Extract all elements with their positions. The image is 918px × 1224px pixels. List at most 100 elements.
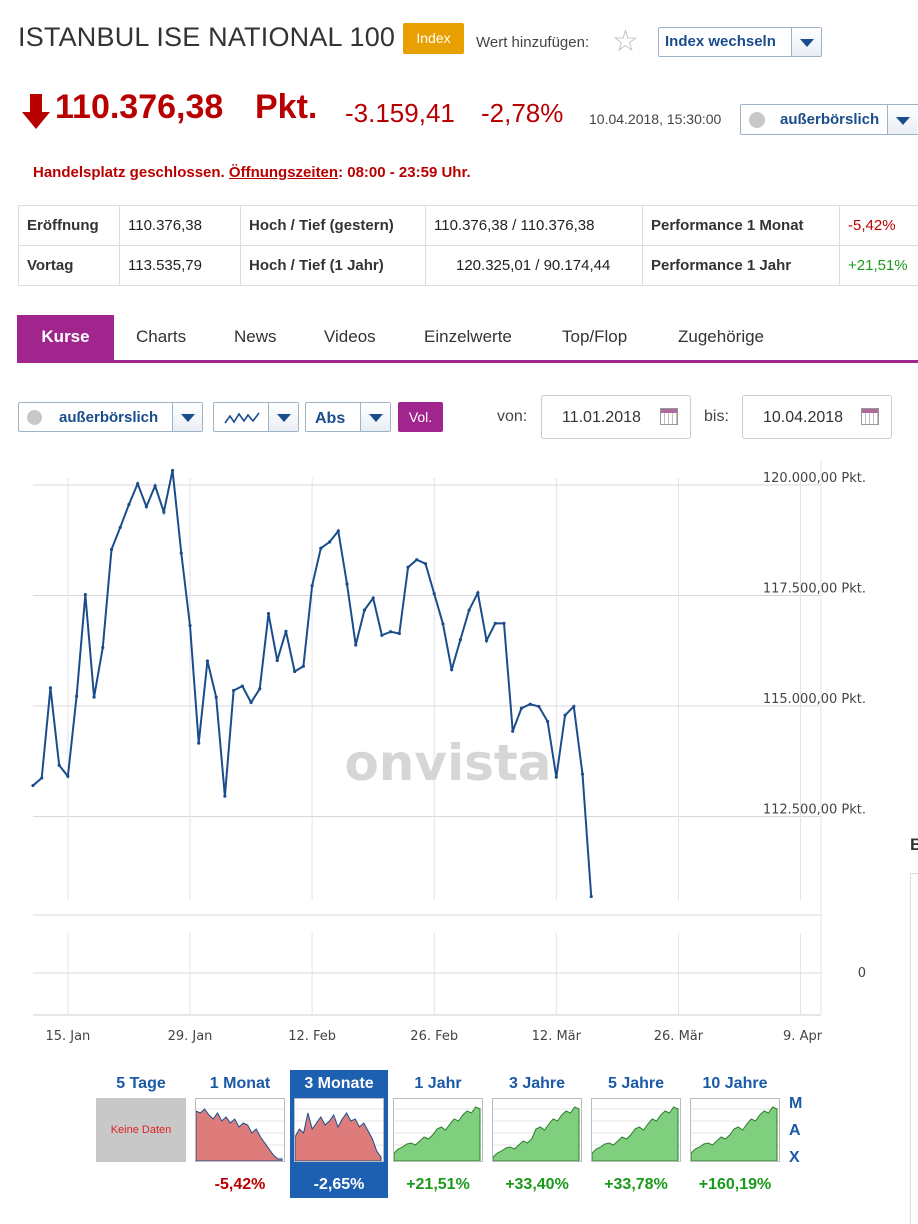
period-1[interactable]: 1 Monat-5,42% xyxy=(191,1070,289,1198)
data-point xyxy=(476,591,479,594)
data-point xyxy=(75,695,78,698)
tab-einzelwerte[interactable]: Einzelwerte xyxy=(424,315,512,360)
previous-close-value: 113.535,79 xyxy=(120,246,241,286)
period-thumbnail[interactable] xyxy=(690,1098,780,1162)
period-sparkline xyxy=(691,1099,779,1161)
high-low-day-value: 110.376,38 / 110.376,38 xyxy=(426,206,643,246)
data-point xyxy=(40,776,43,779)
period-performance: +160,19% xyxy=(686,1176,784,1194)
high-low-year-label: Hoch / Tief (1 Jahr) xyxy=(241,246,426,286)
period-0[interactable]: 5 Tage Keine Daten xyxy=(92,1070,190,1198)
period-thumbnail[interactable]: Keine Daten xyxy=(96,1098,186,1162)
price-unit: Pkt. xyxy=(255,88,317,127)
data-point xyxy=(276,659,279,662)
period-4[interactable]: 3 Jahre+33,40% xyxy=(488,1070,586,1198)
opening-hours-link[interactable]: Öffnungszeiten xyxy=(229,164,338,181)
x-tick-label: 26. Mär xyxy=(654,1029,704,1044)
period-performance: -2,65% xyxy=(290,1176,388,1194)
period-thumbnail[interactable] xyxy=(195,1098,285,1162)
chevron-down-icon xyxy=(172,403,202,431)
period-thumbnail[interactable] xyxy=(492,1098,582,1162)
star-icon[interactable]: ☆ xyxy=(612,26,639,58)
data-point xyxy=(328,540,331,543)
data-point xyxy=(424,562,427,565)
table-row: Vortag 113.535,79 Hoch / Tief (1 Jahr) 1… xyxy=(19,246,918,286)
max-period-a[interactable]: A xyxy=(789,1122,801,1140)
price-chart[interactable]: onvista 120.000,00 Pkt.117.500,00 Pkt.11… xyxy=(0,460,918,1060)
period-thumbnail[interactable] xyxy=(294,1098,384,1162)
data-point xyxy=(171,469,174,472)
venue-label: außerbörslich xyxy=(780,111,879,128)
max-period-x[interactable]: X xyxy=(789,1149,800,1167)
data-point xyxy=(345,582,348,585)
performance-year-value: +21,51% xyxy=(840,246,918,286)
calendar-icon[interactable] xyxy=(861,408,879,425)
to-date-value: 10.04.2018 xyxy=(763,409,843,427)
volume-toggle-button[interactable]: Vol. xyxy=(398,402,443,432)
data-point xyxy=(66,775,69,778)
tab-news[interactable]: News xyxy=(234,315,277,360)
venue-dropdown-top[interactable]: außerbörslich xyxy=(740,104,918,135)
period-label: 5 Tage xyxy=(92,1075,190,1093)
period-2[interactable]: 3 Monate -2,65% xyxy=(290,1070,388,1198)
venue-status-dot-icon xyxy=(749,112,765,128)
data-point xyxy=(215,696,218,699)
chart-type-dropdown[interactable] xyxy=(213,402,299,432)
data-point xyxy=(590,895,593,898)
data-point xyxy=(441,622,444,625)
period-performance: +33,78% xyxy=(587,1176,685,1194)
chevron-down-icon xyxy=(360,403,390,431)
period-6[interactable]: 10 Jahre+160,19% xyxy=(686,1070,784,1198)
tab-kurse[interactable]: Kurse xyxy=(17,315,114,360)
performance-month-label: Performance 1 Monat xyxy=(643,206,840,246)
chart-venue-dropdown[interactable]: außerbörslich xyxy=(18,402,203,432)
y-tick-label: 120.000,00 Pkt. xyxy=(763,471,866,486)
data-point xyxy=(127,503,130,506)
x-tick-label: 29. Jan xyxy=(168,1029,213,1044)
calendar-icon[interactable] xyxy=(660,408,678,425)
data-point xyxy=(136,482,139,485)
tab-zugehoerige[interactable]: Zugehörige xyxy=(678,315,764,360)
data-point xyxy=(581,772,584,775)
switch-index-dropdown[interactable]: Index wechseln xyxy=(658,27,822,57)
last-price: 110.376,38 xyxy=(55,88,223,127)
data-point xyxy=(84,593,87,596)
line-chart-icon xyxy=(224,411,260,425)
data-point xyxy=(563,714,566,717)
from-date-input[interactable]: 11.01.2018 xyxy=(541,395,691,439)
price-change: -3.159,41 xyxy=(345,98,455,129)
tab-videos[interactable]: Videos xyxy=(324,315,376,360)
side-panel xyxy=(910,873,918,1224)
data-point xyxy=(110,548,113,551)
data-point xyxy=(450,668,453,671)
data-point xyxy=(459,638,462,641)
period-thumbnail[interactable] xyxy=(591,1098,681,1162)
period-5[interactable]: 5 Jahre+33,78% xyxy=(587,1070,685,1198)
data-point xyxy=(494,622,497,625)
market-closed-text: Handelsplatz geschlossen. xyxy=(33,164,225,181)
tab-charts[interactable]: Charts xyxy=(136,315,186,360)
key-figures-table: Eröffnung 110.376,38 Hoch / Tief (gester… xyxy=(18,205,918,286)
x-tick-label: 9. Apr xyxy=(783,1029,823,1044)
data-point xyxy=(572,705,575,708)
to-date-input[interactable]: 10.04.2018 xyxy=(742,395,892,439)
period-performance: +21,51% xyxy=(389,1176,487,1194)
data-point xyxy=(502,622,505,625)
scale-dropdown[interactable]: Abs xyxy=(305,402,391,432)
data-point xyxy=(415,558,418,561)
tab-top-flop[interactable]: Top/Flop xyxy=(562,315,627,360)
data-point xyxy=(206,659,209,662)
data-point xyxy=(58,764,61,767)
data-point xyxy=(223,795,226,798)
data-point xyxy=(546,720,549,723)
max-period-m[interactable]: M xyxy=(789,1095,802,1113)
from-date-value: 11.01.2018 xyxy=(562,409,641,427)
arrow-down-icon xyxy=(22,94,50,130)
open-label: Eröffnung xyxy=(19,206,120,246)
data-point xyxy=(188,624,191,627)
period-3[interactable]: 1 Jahr+21,51% xyxy=(389,1070,487,1198)
period-thumbnail[interactable] xyxy=(393,1098,483,1162)
volume-tick-label: 0 xyxy=(858,966,866,981)
period-sparkline xyxy=(295,1099,383,1161)
period-label: 3 Monate xyxy=(290,1075,388,1093)
